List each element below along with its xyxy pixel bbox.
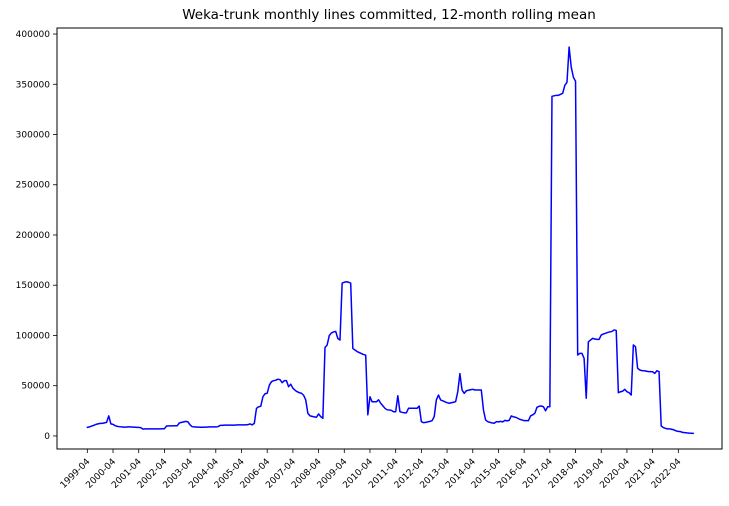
y-tick-label: 100000 [16, 331, 51, 341]
y-tick-label: 400000 [16, 30, 51, 40]
plot-area-border [56, 27, 723, 450]
y-tick-label: 150000 [16, 281, 51, 291]
y-tick-label: 250000 [16, 181, 51, 191]
data-series [86, 46, 695, 435]
y-tick-label: 350000 [16, 80, 51, 90]
x-axis-ticks: 1999-042000-042001-042002-042003-042004-… [59, 449, 684, 491]
y-tick-label: 50000 [21, 382, 50, 392]
chart-title: Weka-trunk monthly lines committed, 12-m… [182, 7, 596, 23]
y-tick-label: 0 [44, 432, 50, 442]
data-line [86, 46, 695, 435]
y-axis-ticks: 0 50000 100000 150000 200000 250000 300000 3500… [16, 30, 57, 442]
y-tick-label: 200000 [16, 231, 51, 241]
y-tick-label: 300000 [16, 131, 51, 141]
